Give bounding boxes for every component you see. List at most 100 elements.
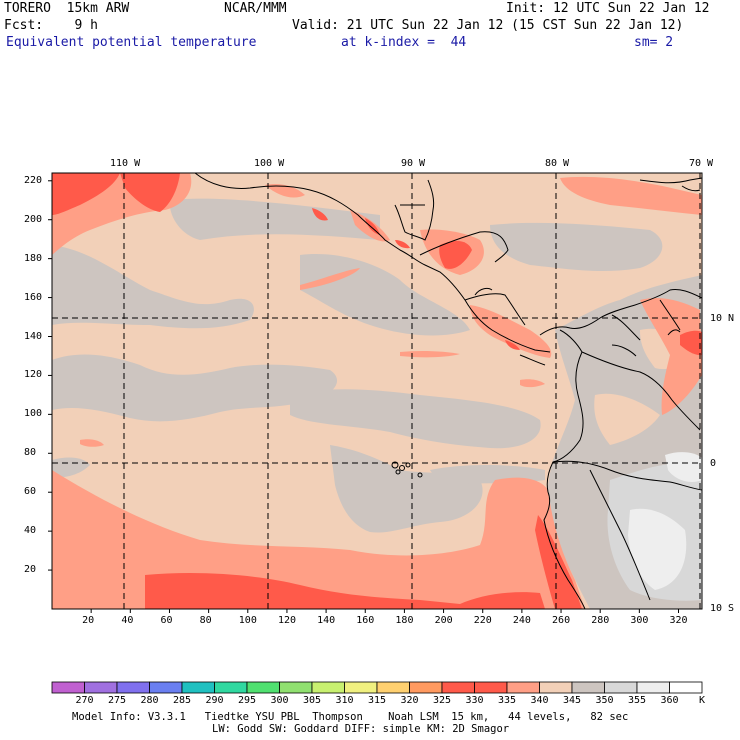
colorbar-swatch <box>474 681 508 694</box>
field-345-region <box>594 393 660 445</box>
y-tick-label: 20 <box>24 564 37 576</box>
y-tick-label: 40 <box>24 525 37 537</box>
x-tick-label: 80 <box>199 615 212 626</box>
colorbar-swatch <box>246 681 280 694</box>
field-350-region <box>290 389 541 449</box>
field-360-region <box>665 452 702 482</box>
field-340-region <box>265 184 305 198</box>
x-tick-label: 20 <box>82 615 95 626</box>
colorbar-swatch <box>539 681 573 694</box>
x-tick-label: 200 <box>434 615 453 626</box>
smoothing-info: sm= 2 <box>634 35 674 50</box>
colorbar-swatch <box>344 681 378 694</box>
lat-label-10s: 10 S <box>710 603 735 614</box>
colorbar-swatch <box>669 681 703 694</box>
colorbar-swatch <box>311 681 345 694</box>
colorbar-swatch <box>51 681 85 694</box>
colorbar-label: 295 <box>237 695 257 706</box>
axis-ticks <box>48 180 680 613</box>
y-tick-label: 80 <box>24 447 37 459</box>
x-tick-label: 120 <box>277 615 296 626</box>
colorbar-swatch <box>636 681 670 694</box>
x-tick-label: 280 <box>591 615 610 626</box>
colorbar-label: 290 <box>205 695 224 706</box>
x-tick-label: 260 <box>552 615 571 626</box>
field-335-region <box>312 208 328 221</box>
field-350-region <box>52 457 90 478</box>
x-tick-label: 40 <box>121 615 134 626</box>
colorbar-swatch <box>604 681 638 694</box>
colorbar-swatch <box>149 681 183 694</box>
field-335-region <box>505 340 520 350</box>
field-335-region <box>395 240 410 249</box>
y-tick-label: 180 <box>24 252 43 264</box>
y-tick-label: 60 <box>24 486 37 498</box>
colorbar-swatch <box>409 681 443 694</box>
colorbar-label: 350 <box>595 695 614 706</box>
map-field <box>52 173 702 609</box>
field-name: Equivalent potential temperature <box>6 35 257 50</box>
lon-label-100w: 100 W <box>254 158 285 169</box>
physics-info: LW: Godd SW: Goddard DIFF: simple KM: 2D… <box>212 723 510 735</box>
forecast-hour: Fcst: 9 h <box>4 18 98 33</box>
field-340-region <box>520 379 545 388</box>
field-340-region <box>400 350 460 358</box>
colorbar-label: 315 <box>367 695 387 706</box>
field-335-region <box>680 330 702 356</box>
x-tick-label: 180 <box>395 615 414 626</box>
y-tick-label: 160 <box>24 291 43 303</box>
field-335-region <box>439 240 472 269</box>
lon-label-90w: 90 W <box>401 158 426 169</box>
field-340-region <box>640 298 702 415</box>
lat-lon-grid <box>52 173 702 609</box>
colorbar-swatch <box>441 681 475 694</box>
map-frame <box>51 172 703 610</box>
field-335-region <box>52 173 120 215</box>
colorbar-label: 335 <box>497 695 517 706</box>
colorbar-swatch <box>376 681 410 694</box>
colorbar-swatch <box>214 681 248 694</box>
lon-label-110w: 110 W <box>110 158 141 169</box>
x-tick-label: 140 <box>317 615 336 626</box>
x-tick-label: 160 <box>356 615 375 626</box>
colorbar-label: 305 <box>302 695 322 706</box>
colorbar-swatch <box>506 681 540 694</box>
valid-time: Valid: 21 UTC Sun 22 Jan 12 (15 CST Sun … <box>292 18 684 33</box>
colorbar-label: 285 <box>172 695 192 706</box>
colorbar-label: 360 <box>660 695 679 706</box>
model-name: TORERO 15km ARW <box>4 1 130 16</box>
x-tick-label: 60 <box>160 615 173 626</box>
colorbar-swatch <box>116 681 150 694</box>
y-tick-label: 120 <box>24 369 43 381</box>
colorbar-label: 340 <box>530 695 549 706</box>
colorbar-swatch <box>571 681 605 694</box>
colorbar-unit: K <box>698 695 706 706</box>
org-name: NCAR/MMM <box>224 1 287 16</box>
colorbar-label: 355 <box>627 695 647 706</box>
field-340-region <box>560 176 702 215</box>
colorbar-label: 345 <box>562 695 582 706</box>
colorbar-label: 300 <box>270 695 289 706</box>
model-info: Model Info: V3.3.1 Tiedtke YSU PBL Thomp… <box>72 711 629 723</box>
colorbar-label: 310 <box>335 695 354 706</box>
field-350-region <box>330 445 483 533</box>
x-tick-label: 100 <box>238 615 257 626</box>
x-tick-label: 220 <box>473 615 492 626</box>
field-360-region <box>628 508 687 590</box>
field-340-region <box>470 305 552 358</box>
colorbar-label: 275 <box>107 695 127 706</box>
x-tick-label: 300 <box>630 615 649 626</box>
field-350-region <box>52 354 338 422</box>
field-350-region <box>52 245 254 329</box>
init-time: Init: 12 UTC Sun 22 Jan 12 <box>506 1 710 16</box>
field-340-region <box>80 439 104 447</box>
colorbar-label: 325 <box>432 695 452 706</box>
lat-label-0: 0 <box>710 458 717 469</box>
x-tick-label: 240 <box>512 615 531 626</box>
x-tick-label: 320 <box>669 615 688 626</box>
colorbar <box>51 681 703 694</box>
level-info: at k-index = 44 <box>341 35 467 50</box>
field-335-region <box>365 218 380 235</box>
field-350-region <box>490 222 663 272</box>
